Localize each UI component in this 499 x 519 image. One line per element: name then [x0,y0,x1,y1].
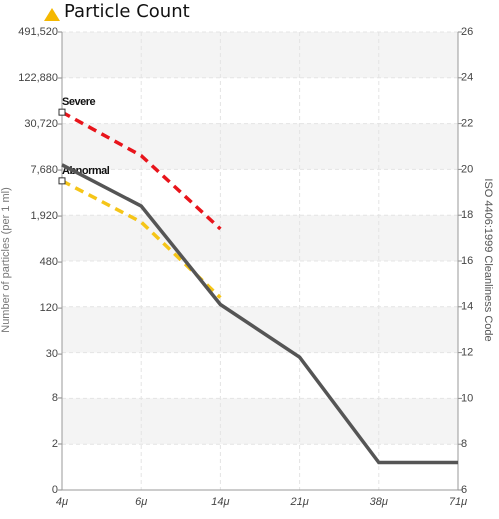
y-axis-title: Number of particles (per 1 ml) [0,187,12,333]
y-tick-label: 1,920 [30,210,58,222]
x-tick-label: 21μ [289,496,308,508]
y-tick-label: 2 [52,438,58,450]
grid-band [62,123,458,170]
y2-tick-label: 8 [461,438,467,450]
y2-tick-label: 24 [461,72,473,84]
y-tick-label: 30,720 [24,118,58,130]
plot-background [62,32,458,445]
y2-tick-label: 22 [461,118,473,130]
y2-tick-label: 18 [461,209,473,221]
series-marker [58,108,66,116]
x-tick-label: 4μ [56,496,68,508]
grid-band [62,215,458,261]
y2-tick-label: 6 [461,484,467,496]
y2-tick-label: 16 [461,255,473,267]
series-label: Severe [62,96,95,108]
title-icon [44,8,60,21]
x-tick-label: 71μ [449,496,467,508]
x-tick-label: 38μ [370,496,388,508]
y-tick-label: 120 [40,302,58,314]
y-tick-label: 0 [52,484,58,496]
y-tick-label: 122,880 [18,72,58,84]
y-tick-label: 30 [46,348,58,360]
y2-axis-title: ISO 4406:1999 Cleanliness Code [482,178,494,341]
y2-tick-label: 26 [461,26,473,38]
x-tick-label: 14μ [211,496,229,508]
grid-band [62,32,458,78]
y2-tick-label: 20 [461,163,473,175]
series-label: Abnormal [62,165,110,177]
y2-tick-label: 10 [461,392,473,404]
grid-band [62,398,458,445]
series-line [61,163,458,465]
x-tick-label: 6μ [135,496,147,508]
series-line [61,110,222,231]
chart-title: Particle Count [64,1,190,22]
y-tick-label: 480 [40,256,58,268]
y-tick-label: 491,520 [18,26,58,38]
y2-tick-label: 12 [461,347,473,359]
series-marker [58,177,66,185]
y-tick-label: 8 [52,392,58,404]
y-tick-label: 7,680 [30,164,58,176]
y2-tick-label: 14 [461,301,473,313]
